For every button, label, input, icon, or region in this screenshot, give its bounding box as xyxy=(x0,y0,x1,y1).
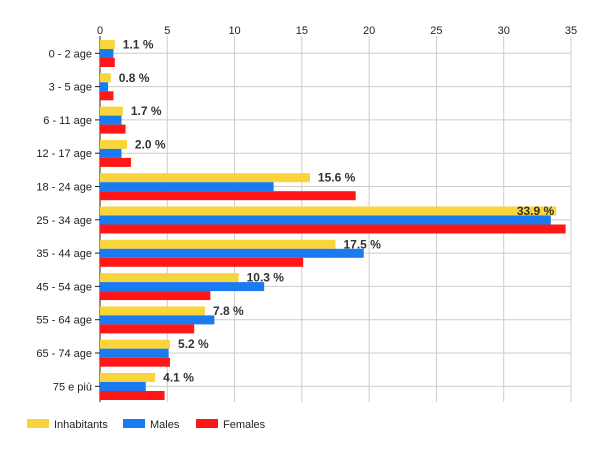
bar-inhabitants xyxy=(100,239,336,249)
bar-males xyxy=(100,182,274,192)
bar-inhabitants xyxy=(100,173,310,183)
legend-swatch-females xyxy=(196,419,218,428)
bar-males xyxy=(100,215,551,225)
bar-males xyxy=(100,248,364,258)
bar-females xyxy=(100,324,195,334)
legend-label: Females xyxy=(223,419,266,431)
data-label: 33.9 % xyxy=(517,204,555,218)
bar-males xyxy=(100,282,265,292)
bar-males xyxy=(100,49,114,58)
bar-inhabitants xyxy=(100,206,557,216)
x-tick-label: 35 xyxy=(565,25,577,37)
bar-females xyxy=(100,124,126,134)
bar-inhabitants xyxy=(100,139,127,149)
bar-females xyxy=(100,257,304,267)
category-label: 75 e più xyxy=(53,381,92,393)
x-tick-label: 25 xyxy=(430,25,442,37)
data-label: 17.5 % xyxy=(344,237,382,251)
x-tick-label: 20 xyxy=(363,25,375,37)
data-label: 15.6 % xyxy=(318,171,356,185)
bar-inhabitants xyxy=(100,339,170,349)
category-label: 3 - 5 age xyxy=(49,82,92,94)
bar-inhabitants xyxy=(100,73,111,83)
category-label: 0 - 2 age xyxy=(49,48,92,60)
category-label: 45 - 54 age xyxy=(36,281,92,293)
bar-inhabitants xyxy=(100,373,156,382)
bar-females xyxy=(100,91,114,101)
data-label: 1.7 % xyxy=(131,104,162,118)
category-label: 65 - 74 age xyxy=(36,348,92,360)
x-tick-label: 0 xyxy=(97,25,103,37)
bar-inhabitants xyxy=(100,273,239,283)
bar-males xyxy=(100,148,122,158)
bar-females xyxy=(100,58,115,67)
data-label: 1.1 % xyxy=(123,38,154,52)
bar-inhabitants xyxy=(100,306,205,316)
data-label: 4.1 % xyxy=(163,371,194,385)
bar-females xyxy=(100,157,131,167)
bar-females xyxy=(100,191,356,201)
category-label: 35 - 44 age xyxy=(36,248,92,260)
legend-label: Males xyxy=(150,419,180,431)
category-label: 18 - 24 age xyxy=(36,182,92,194)
x-tick-label: 10 xyxy=(228,25,240,37)
data-label: 2.0 % xyxy=(135,137,166,151)
bar-females xyxy=(100,224,566,234)
data-label: 5.2 % xyxy=(178,337,209,351)
category-label: 12 - 17 age xyxy=(36,148,92,160)
bar-females xyxy=(100,291,211,301)
bar-males xyxy=(100,82,109,92)
legend-label: Inhabitants xyxy=(54,419,108,431)
bar-males xyxy=(100,348,169,358)
bar-males xyxy=(100,382,146,391)
category-label: 55 - 64 age xyxy=(36,315,92,327)
legend-swatch-males xyxy=(123,419,145,428)
bar-females xyxy=(100,391,165,400)
category-label: 6 - 11 age xyxy=(43,115,92,127)
bar-inhabitants xyxy=(100,40,115,49)
x-tick-label: 30 xyxy=(498,25,510,37)
bar-inhabitants xyxy=(100,106,123,116)
x-tick-label: 15 xyxy=(296,25,308,37)
data-label: 10.3 % xyxy=(247,271,285,285)
legend-swatch-inhabitants xyxy=(27,419,49,428)
x-tick-label: 5 xyxy=(164,25,170,37)
bar-males xyxy=(100,115,122,125)
category-label: 25 - 34 age xyxy=(36,215,92,227)
bar-males xyxy=(100,315,215,325)
data-label: 0.8 % xyxy=(119,71,150,85)
data-label: 7.8 % xyxy=(213,304,244,318)
bar-females xyxy=(100,357,170,367)
